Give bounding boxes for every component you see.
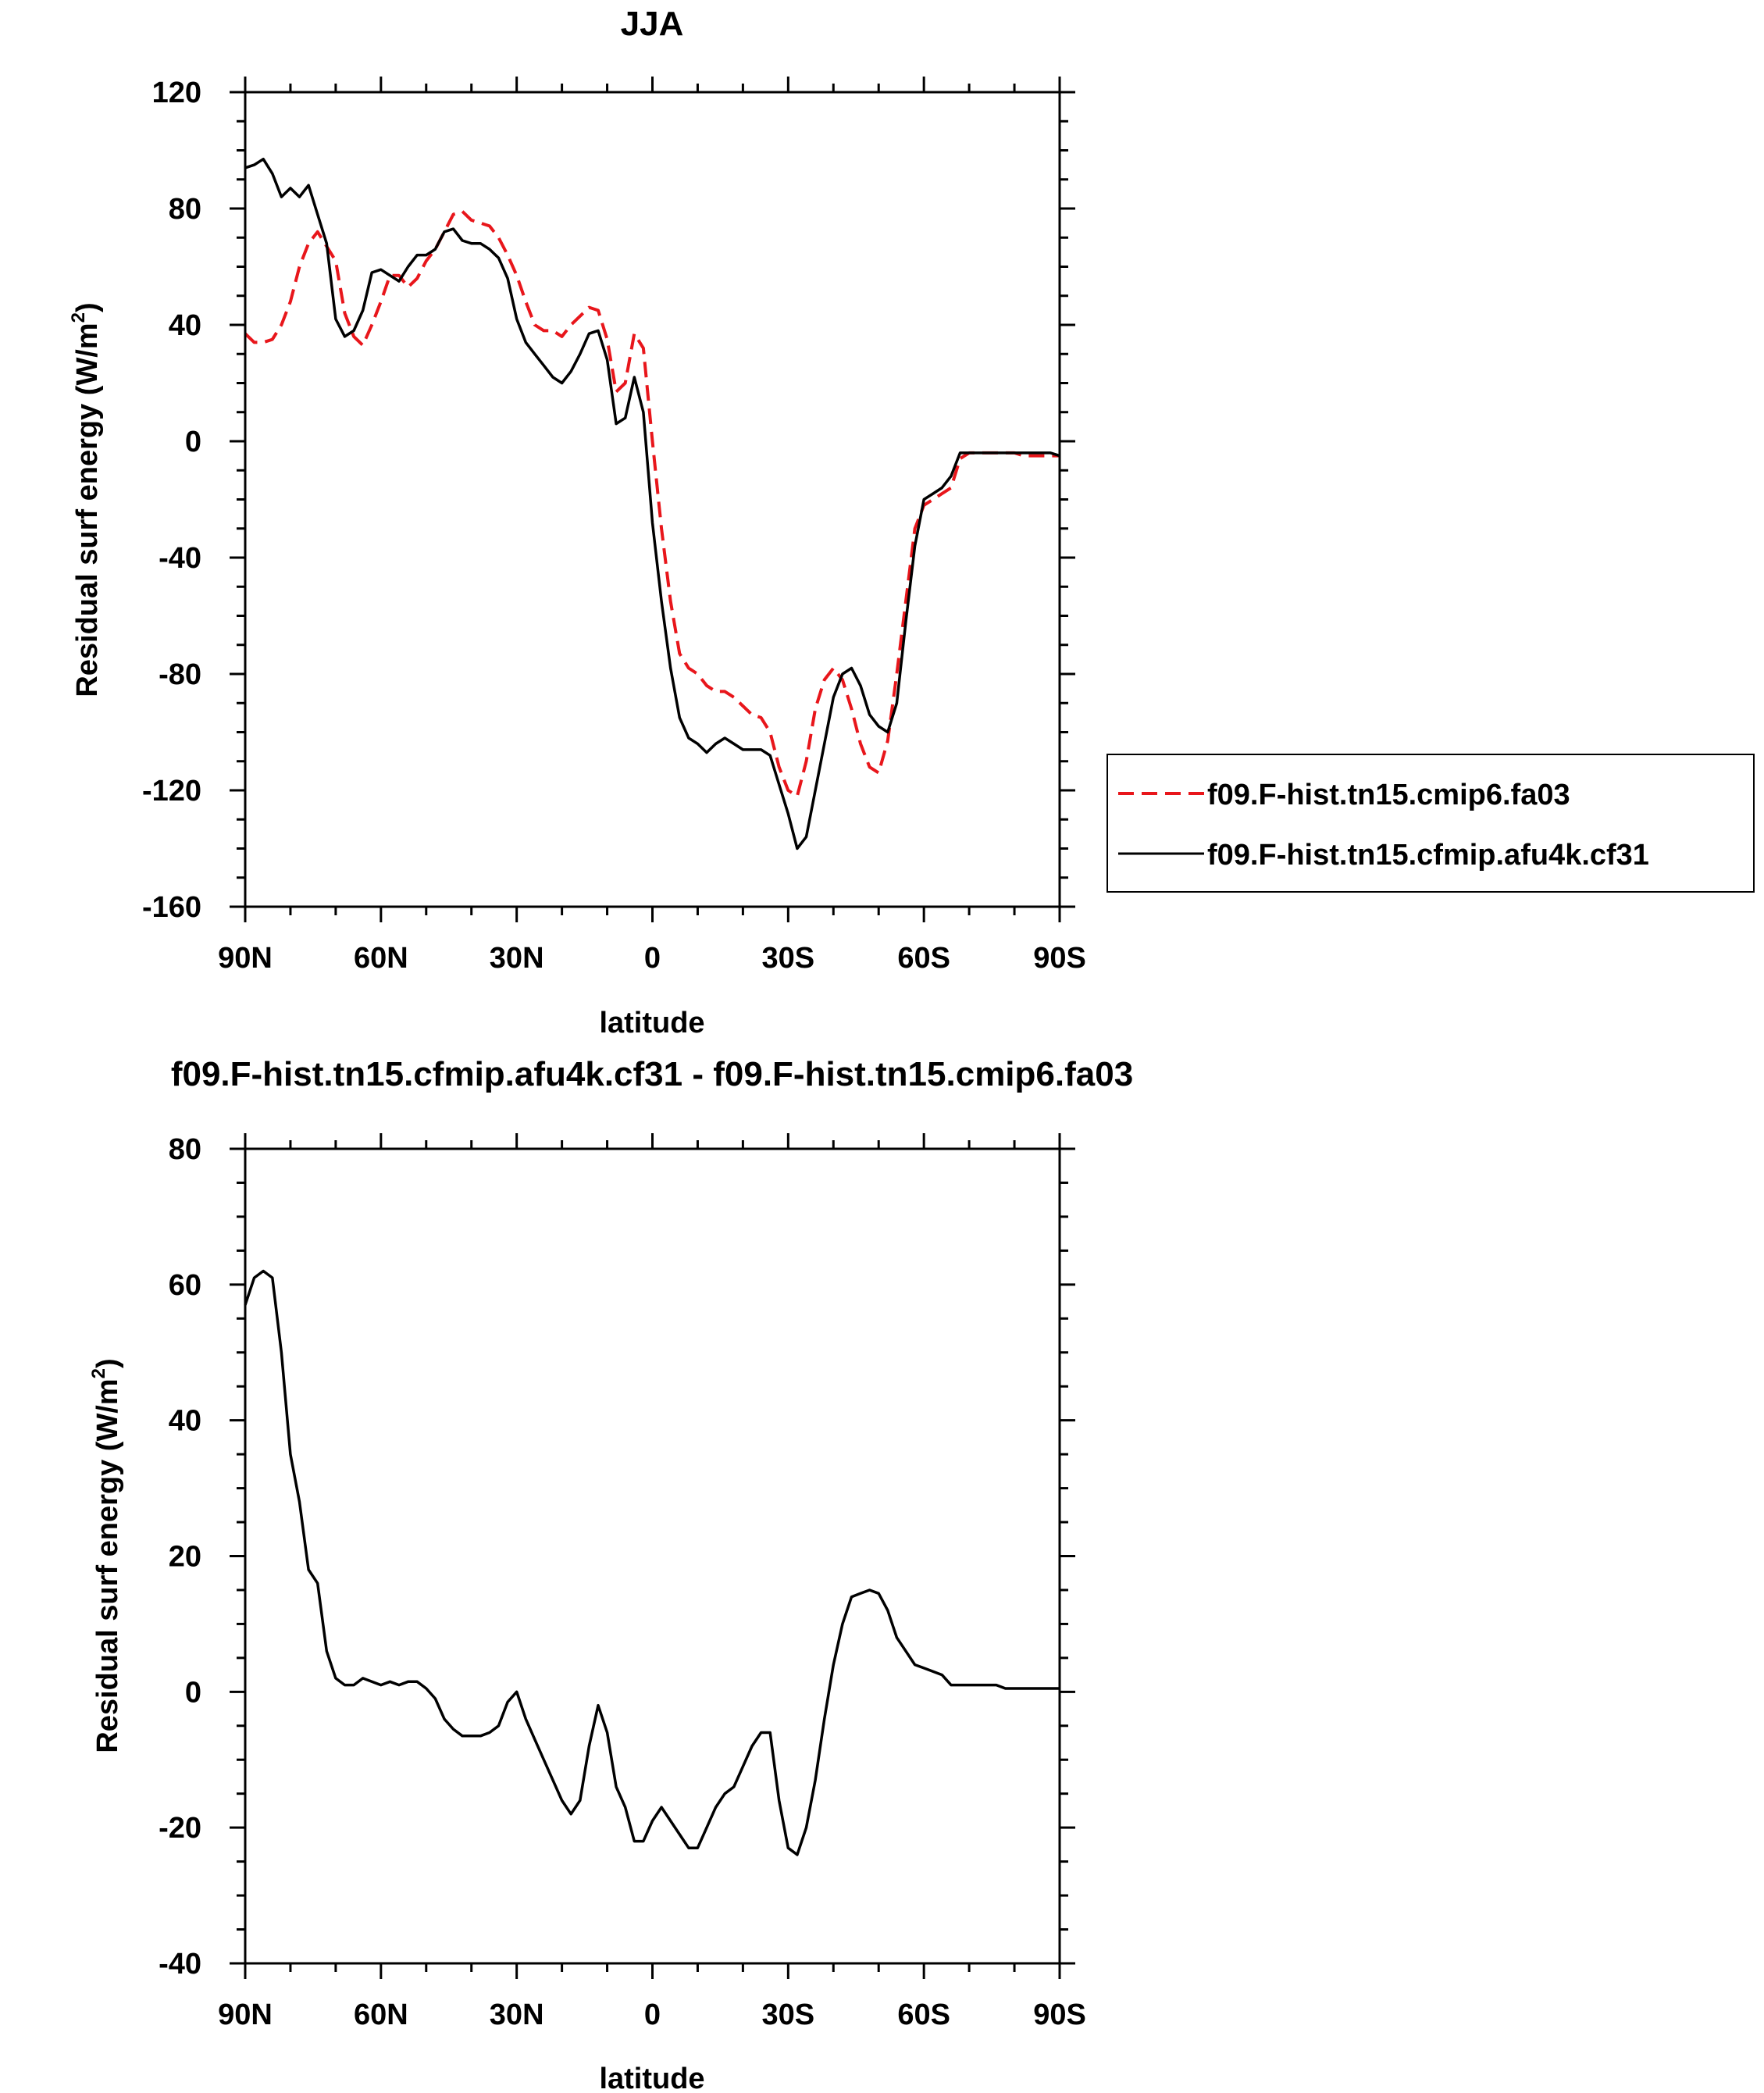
- bottom-x-axis-title: latitude: [599, 2063, 704, 2093]
- bottom-x-tick-label: 60N: [354, 1999, 408, 2031]
- bottom-x-tick-label: 90S: [1033, 1999, 1086, 2031]
- bottom-plot-frame: [244, 1147, 1061, 1965]
- bottom-series-line-0: [244, 1269, 1060, 1856]
- top-x-tick-label: 60S: [897, 942, 950, 975]
- bottom-chart-panel: f09.F-hist.tn15.cfmip.afu4k.cf31 - f09.F…: [88, 1055, 1133, 2093]
- legend-label-cfmip: f09.F-hist.tn15.cfmip.afu4k.cf31: [1207, 839, 1649, 872]
- bottom-chart-series: [244, 1269, 1060, 1856]
- bottom-x-tick-label: 30S: [762, 1999, 815, 2031]
- bottom-y-axis-title: Residual surf energy (W/m2): [88, 1358, 124, 1752]
- top-chart-panel: JJA 120 80 40 0 -40 -80 -120 -160 90N 60N 30N 0 30S…: [68, 5, 1755, 1039]
- top-series-line-1: [244, 157, 1060, 850]
- top-y-tick-label: 40: [169, 309, 201, 342]
- top-x-tick-label: 30S: [762, 942, 815, 975]
- top-chart-title: JJA: [621, 5, 684, 43]
- bottom-y-tick-label: 40: [169, 1405, 201, 1438]
- bottom-y-tick-labels: 80 60 40 20 0 -20 -40: [159, 1133, 201, 1981]
- top-y-axis-title: Residual surf energy (W/m2): [68, 302, 104, 697]
- legend-box: [1107, 754, 1755, 893]
- top-y-tick-label: -80: [159, 658, 201, 691]
- top-y-tick-label: 120: [152, 77, 201, 109]
- top-chart-ticks: [230, 77, 1075, 922]
- top-x-tick-label: 0: [644, 942, 661, 975]
- top-chart-series: [244, 157, 1060, 850]
- top-x-tick-label: 90N: [218, 942, 273, 975]
- top-y-tick-labels: 120 80 40 0 -40 -80 -120 -160: [142, 77, 201, 924]
- bottom-x-tick-label: 60S: [897, 1999, 950, 2031]
- top-x-axis-title: latitude: [599, 1007, 704, 1039]
- legend-label-cmip6: f09.F-hist.tn15.cmip6.fa03: [1207, 779, 1570, 811]
- top-plot-frame: [244, 91, 1061, 908]
- top-x-tick-label: 90S: [1033, 942, 1086, 975]
- top-y-tick-label: 80: [169, 193, 201, 226]
- top-y-tick-label: -40: [159, 542, 201, 575]
- top-y-tick-label: 0: [185, 426, 201, 458]
- bottom-x-tick-label: 30N: [490, 1999, 544, 2031]
- bottom-y-tick-label: -40: [159, 1948, 201, 1981]
- bottom-y-tick-label: 60: [169, 1269, 201, 1302]
- bottom-y-tick-label: -20: [159, 1812, 201, 1845]
- bottom-x-tick-labels: 90N 60N 30N 0 30S 60S 90S: [218, 1999, 1086, 2031]
- bottom-y-tick-label: 80: [169, 1133, 201, 1166]
- top-y-tick-label: -120: [142, 775, 201, 808]
- bottom-x-tick-label: 90N: [218, 1999, 273, 2031]
- top-y-tick-label: -160: [142, 891, 201, 924]
- top-x-tick-label: 60N: [354, 942, 408, 975]
- bottom-y-tick-label: 0: [185, 1676, 201, 1709]
- bottom-x-tick-label: 0: [644, 1999, 661, 2031]
- bottom-y-tick-label: 20: [169, 1541, 201, 1574]
- bottom-chart-title: f09.F-hist.tn15.cfmip.afu4k.cf31 - f09.F…: [171, 1055, 1133, 1093]
- top-chart-legend: f09.F-hist.tn15.cmip6.fa03 f09.F-hist.tn…: [1107, 754, 1755, 893]
- top-x-tick-label: 30N: [490, 942, 544, 975]
- top-x-tick-labels: 90N 60N 30N 0 30S 60S 90S: [218, 942, 1086, 975]
- bottom-chart-ticks: [230, 1133, 1075, 1979]
